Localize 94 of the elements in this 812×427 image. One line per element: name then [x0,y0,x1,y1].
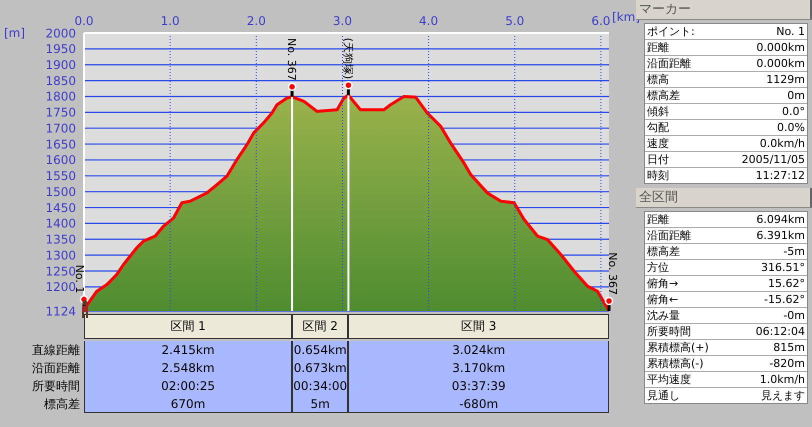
text: 2.415km [162,343,215,357]
text: 2.548km [162,361,215,375]
category-label: 沿面距離 [32,360,80,374]
y-tick-label: 1350 [45,232,76,247]
text: 0.0km/h [760,137,805,150]
category-label: 勾配 [647,121,669,134]
category-label: 標高差 [647,89,680,102]
annotation: No. 367 [606,252,619,295]
text: 0.000km [756,57,805,70]
y-tick-label: 1300 [45,248,76,262]
text: 3.170km [452,361,506,375]
text: -820m [769,357,805,370]
x-tick-label: 2.0 [246,14,266,28]
category-label: 区間 1 [84,314,292,339]
category-label: ポイント: [647,25,695,38]
category-label: 沿面距離 [647,229,691,242]
category-label: 見通し [647,389,680,402]
text: 6.391km [756,229,805,242]
category-label: 直線距離 [32,342,80,356]
category-label: 標高差 [647,245,680,258]
text: 見えます [761,389,805,402]
x-tick-label: 3.0 [332,14,352,28]
text: 11:27:12 [756,169,805,182]
ref-line-label: (天狗塚) [341,38,354,80]
text: -680m [459,396,498,410]
category-label: 沿面距離 [647,57,691,70]
y-tick-label: 1500 [45,184,76,199]
x-tick-label: 5.0 [505,14,524,28]
category-label: 俯角← [647,293,678,306]
text: 03:37:39 [452,379,506,393]
y-tick-label: 1450 [45,200,76,215]
text: -15.62° [764,293,805,306]
y-tick-label: 1750 [45,106,76,120]
text: 316.51° [761,261,805,274]
text: No. 1 [776,25,805,38]
text: -0m [783,309,805,322]
y-axis-title: [m] [4,26,26,40]
category-label: 傾斜 [647,105,669,118]
text: 2005/11/05 [742,153,805,166]
category-label: 所要時間 [32,378,80,392]
y-tick-label: 1950 [45,42,76,56]
y-tick-label: 1900 [45,58,76,72]
category-label: 沈み量 [647,309,680,322]
text: -5m [783,245,805,258]
ref-line-label: No. 367 [285,38,298,81]
text: 02:00:25 [161,379,215,393]
category-label: 平均速度 [647,373,691,386]
category-label: 累積標高(+) [647,341,709,354]
y-tick-label: 1850 [45,74,76,88]
text: 0.673km [294,361,347,375]
y-tick-label: 1200 [45,280,76,294]
category-label: 距離 [647,213,669,226]
text: 0.0° [782,105,805,118]
y-tick-label: 1650 [45,137,76,152]
category-label: 方位 [647,261,669,274]
category-label: 所要時間 [647,325,691,338]
text: 00:34:00 [293,379,348,393]
text: 1129m [766,73,805,86]
category-label: 標高差 [44,396,80,410]
text: 3.024km [452,343,506,357]
text: 1.0km/h [760,373,805,386]
category-label: 速度 [647,137,669,150]
y-tick-label: 1800 [45,90,76,104]
text: 6.094km [756,213,805,226]
category-label: 日付 [647,153,669,166]
x-tick-label: 4.0 [419,14,438,28]
y-tick-label: 1250 [45,264,76,278]
text: 15.62° [768,277,805,290]
text: 全区間 [636,188,812,208]
category-label: 俯角→ [647,277,678,290]
text: 06:12:04 [756,325,805,338]
category-label: 標高 [647,73,669,86]
text: 0.000km [756,41,805,54]
text: 670m [170,396,206,410]
category-label: 時刻 [647,169,669,182]
text: 815m [773,341,805,354]
x-tick-label: 0.0 [74,14,94,28]
y-tick-label: 1700 [45,121,76,136]
category-label: 区間 3 [348,314,609,339]
y-tick-label: 1600 [45,153,76,168]
text: 0.654km [294,343,347,357]
category-label: 累積標高(-) [647,357,704,370]
text: 0.0% [777,121,805,134]
category-label: 区間 2 [292,314,348,339]
y-tick-label: 1124 [45,304,76,318]
y-tick-label: 1550 [45,169,76,184]
category-label: 距離 [647,41,669,54]
text: 0m [787,89,805,102]
y-tick-label: 2000 [45,26,76,40]
y-tick-label: 1400 [45,216,76,231]
x-tick-label: 1.0 [160,14,180,28]
x-tick-label: 6.0 [591,14,610,28]
text: 5m [310,396,330,410]
text: マーカー [636,0,812,20]
